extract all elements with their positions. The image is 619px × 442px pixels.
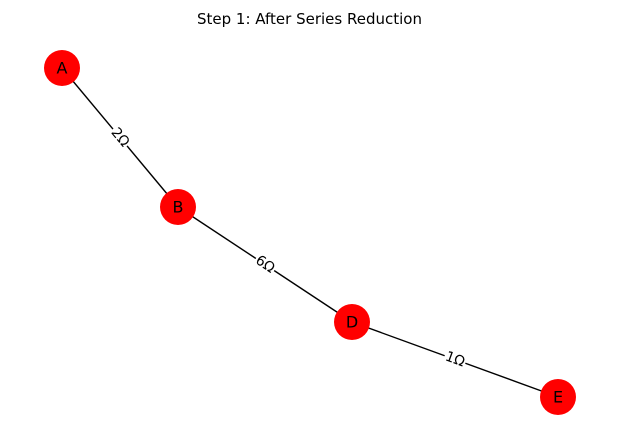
edge-label-b-d: 6Ω <box>250 250 280 279</box>
edge-labels-layer: 2Ω 6Ω 1Ω <box>106 123 469 372</box>
node-circle <box>160 189 196 225</box>
edge-label-text: 6Ω <box>252 252 277 276</box>
node-b: B <box>160 189 196 225</box>
edge-label-text: 2Ω <box>108 125 133 151</box>
edge-label-a-b: 2Ω <box>106 123 134 152</box>
edge-label-text: 1Ω <box>443 349 467 371</box>
node-circle <box>44 50 80 86</box>
node-circle <box>540 379 576 415</box>
node-label: E <box>553 388 563 407</box>
edge-label-background <box>441 347 469 372</box>
node-d: D <box>334 304 370 340</box>
edge-label-background <box>250 250 280 279</box>
edge-label-d-e: 1Ω <box>441 347 469 372</box>
node-label: B <box>173 198 184 217</box>
edges-layer <box>61 67 559 398</box>
node-e: E <box>540 379 576 415</box>
edge-label-background <box>106 123 134 152</box>
diagram-title: Step 1: After Series Reduction <box>197 10 422 28</box>
node-circle <box>334 304 370 340</box>
node-a: A <box>44 50 80 86</box>
nodes-layer: A B D E <box>44 50 576 415</box>
node-label: D <box>346 313 358 332</box>
node-label: A <box>57 59 68 78</box>
